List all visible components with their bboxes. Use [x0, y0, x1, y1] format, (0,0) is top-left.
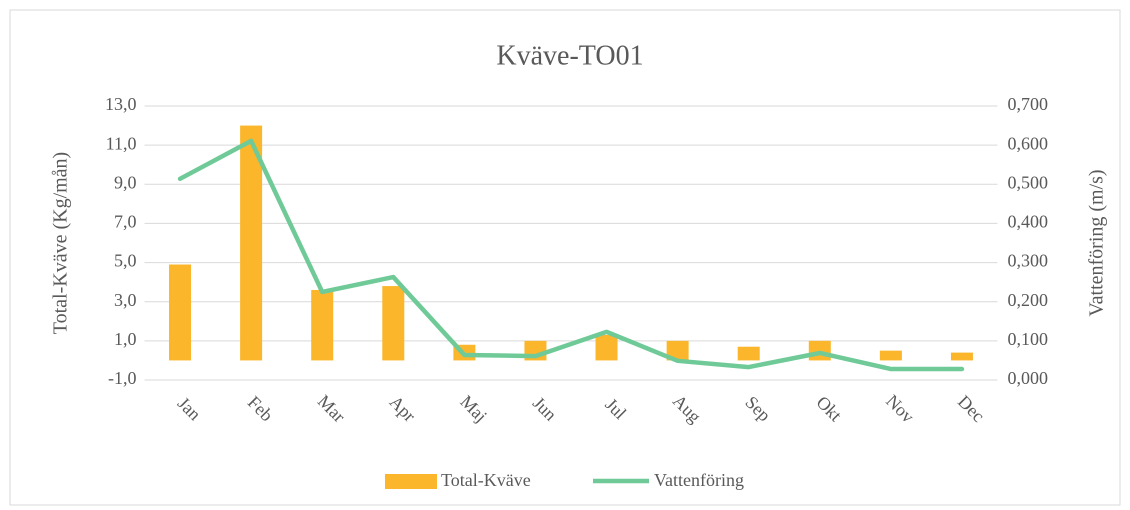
- y-axis-title: Total-Kväve (Kg/mån): [50, 152, 72, 334]
- y-tick-label: 5,0: [114, 251, 137, 271]
- y2-tick-label: 0,100: [1008, 329, 1049, 349]
- bar: [595, 334, 618, 361]
- bar: [169, 264, 192, 361]
- y2-axis-title: Vattenföring (m/s): [1086, 169, 1108, 316]
- legend-label: Vattenföring: [654, 470, 744, 490]
- y2-tick-label: 0,000: [1008, 368, 1049, 388]
- line: [177, 138, 965, 372]
- bar: [737, 346, 760, 361]
- y-tick-label: 3,0: [114, 290, 137, 310]
- legend-label: Total-Kväve: [441, 470, 531, 490]
- y2-tick-label: 0,300: [1008, 251, 1049, 271]
- bar: [808, 340, 831, 361]
- bar: [950, 352, 973, 361]
- y-tick-label: 7,0: [114, 212, 137, 232]
- bar: [382, 286, 405, 361]
- y-tick-label: 1,0: [114, 329, 137, 349]
- bar: [879, 350, 902, 361]
- chart-title: Kväve-TO01: [496, 40, 643, 71]
- y-tick-label: 13,0: [105, 94, 137, 114]
- bar: [311, 289, 334, 361]
- bar: [666, 340, 689, 361]
- chart-frame: [9, 9, 1121, 506]
- y2-tick-label: 0,700: [1008, 94, 1049, 114]
- y2-tick-label: 0,500: [1008, 172, 1049, 192]
- bar: [240, 125, 263, 361]
- y-tick-label: 11,0: [106, 133, 137, 153]
- legend-swatch: [385, 474, 437, 489]
- y-tick-label: -1,0: [108, 368, 137, 388]
- y2-tick-label: 0,200: [1008, 290, 1049, 310]
- y-tick-label: 9,0: [114, 172, 137, 192]
- y2-tick-label: 0,400: [1008, 212, 1049, 232]
- y2-tick-label: 0,600: [1008, 133, 1049, 153]
